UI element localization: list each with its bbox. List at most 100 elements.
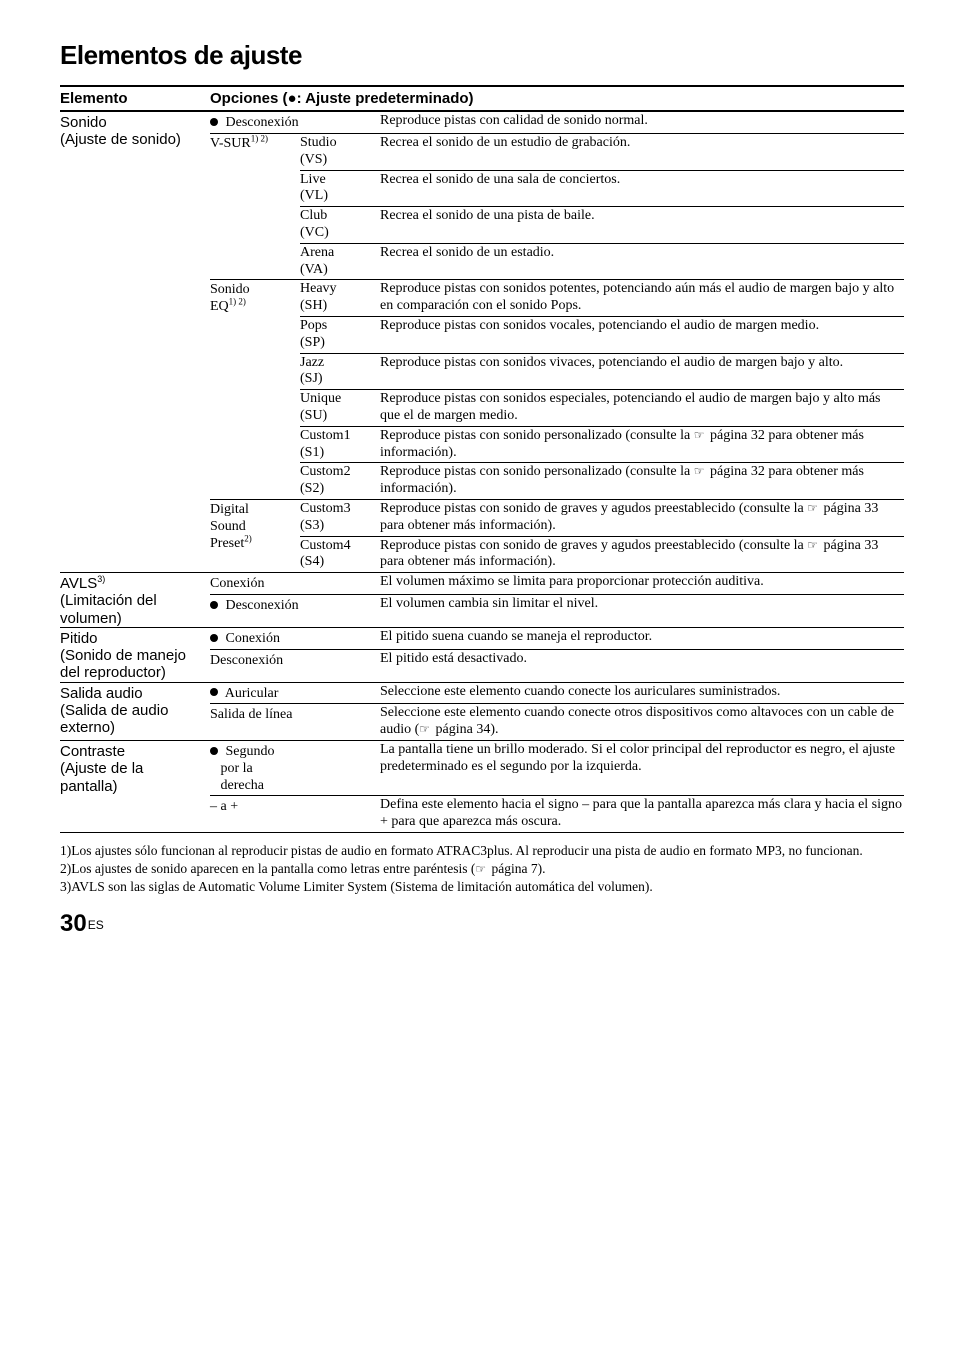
desc-text: Seleccione este elemento cuando conecte … <box>380 684 904 703</box>
desc-text: Defina este elemento hacia el signo – pa… <box>380 797 904 831</box>
page-number: 30ES <box>60 910 904 939</box>
desc-text: Recrea el sonido de una pista de baile. <box>380 208 904 242</box>
desc-pre: Reproduce pistas con sonido personalizad… <box>380 428 694 443</box>
sub-paren: (S3) <box>300 518 324 533</box>
opt-label: Segundo <box>226 744 275 759</box>
desc-text: Reproduce pistas con sonido personalizad… <box>380 464 904 498</box>
sub-paren: (VA) <box>300 262 328 277</box>
label-line: volumen) <box>60 610 122 627</box>
subrow: Custom2 (S2) Reproduce pistas con sonido… <box>300 462 904 499</box>
footnote-pre: 2)Los ajustes de sonido aparecen en la p… <box>60 861 475 876</box>
row: Salida de línea Seleccione este elemento… <box>210 703 904 740</box>
hand-icon <box>807 538 820 553</box>
opt-label: EQ <box>210 299 229 314</box>
subrow: Club (VC) Recrea el sonido de una pista … <box>300 206 904 243</box>
row: Desconexión El volumen cambia sin limita… <box>210 594 904 616</box>
opt-label: Sound <box>210 519 246 534</box>
sup-text: 1) 2) <box>229 297 246 307</box>
subrow: Unique (SU) Reproduce pistas con sonidos… <box>300 389 904 426</box>
row: – a + Defina este elemento hacia el sign… <box>210 795 904 832</box>
elem-label: Pitido (Sonido de manejo del reproductor… <box>60 630 210 682</box>
hand-icon <box>694 428 707 443</box>
sub-paren: (VS) <box>300 152 327 167</box>
opt-label: V-SUR <box>210 136 251 151</box>
opt-label: Conexión <box>226 631 280 646</box>
sub-label: Custom3 <box>300 501 351 516</box>
bullet-icon <box>210 631 222 646</box>
desc-text: Seleccione este elemento cuando conecte … <box>380 705 904 739</box>
label-line: externo) <box>60 719 115 736</box>
desc-text: Reproduce pistas con sonidos especiales,… <box>380 391 904 425</box>
sub-label: Club <box>300 208 327 223</box>
section-avls: AVLS3) (Limitación del volumen) Conexión… <box>60 572 904 627</box>
hand-icon <box>694 464 707 479</box>
desc-text: Reproduce pistas con calidad de sonido n… <box>380 113 904 132</box>
page-title: Elementos de ajuste <box>60 40 904 71</box>
page-lang: ES <box>88 918 104 932</box>
sup-text: 2) <box>244 533 252 543</box>
sub-paren: (SP) <box>300 335 325 350</box>
desc-text: Reproduce pistas con sonido personalizad… <box>380 428 904 462</box>
section-salida: Salida audio (Salida de audio externo) A… <box>60 682 904 740</box>
label-line: del reproductor) <box>60 664 166 681</box>
desc-pre: Reproduce pistas con sonido de graves y … <box>380 538 807 553</box>
elem-label: AVLS3) (Limitación del volumen) <box>60 575 210 627</box>
bullet-icon <box>210 598 222 613</box>
sub-label: Custom2 <box>300 464 351 479</box>
footnote: 2)Los ajustes de sonido aparecen en la p… <box>60 861 904 878</box>
desc-text: El pitido suena cuando se maneja el repr… <box>380 629 904 648</box>
sup-text: 1) 2) <box>251 133 268 143</box>
divider <box>60 832 904 833</box>
section-sonido: Sonido (Ajuste de sonido) Desconexión Re… <box>60 110 904 572</box>
row: Conexión El pitido suena cuando se manej… <box>210 628 904 649</box>
page-num: 30 <box>60 910 87 937</box>
desc-post: página 34). <box>432 722 498 737</box>
opt-label: Conexión <box>210 576 264 591</box>
sub-label: Live <box>300 172 326 187</box>
hand-icon <box>807 501 820 516</box>
desc-pre: Reproduce pistas con sonido personalizad… <box>380 464 694 479</box>
sup-text: 3) <box>97 574 105 584</box>
row: Desconexión El pitido está desactivado. <box>210 649 904 671</box>
desc-text: Reproduce pistas con sonidos vivaces, po… <box>380 355 904 389</box>
hdr-opciones: Opciones (●: Ajuste predeterminado) <box>210 90 904 108</box>
desc-text: El volumen máximo se limita para proporc… <box>380 574 904 593</box>
row-dsp: Digital Sound Preset2) Custom3 (S3) Repr… <box>210 499 904 572</box>
subrow: Heavy (SH) Reproduce pistas con sonidos … <box>300 280 904 316</box>
sub-label: Heavy <box>300 281 337 296</box>
bullet-icon <box>210 115 222 130</box>
label-line: Pitido <box>60 630 98 647</box>
opt-label: Auricular <box>225 686 279 701</box>
opt-label: derecha <box>221 778 265 793</box>
row: Auricular Seleccione este elemento cuand… <box>210 683 904 704</box>
sub-label: Unique <box>300 391 341 406</box>
footnote: 1)Los ajustes sólo funcionan al reproduc… <box>60 843 904 860</box>
section-pitido: Pitido (Sonido de manejo del reproductor… <box>60 627 904 682</box>
desc-text: Reproduce pistas con sonido de graves y … <box>380 501 904 535</box>
row-eq: Sonido EQ1) 2) Heavy (SH) Reproduce pist… <box>210 279 904 499</box>
desc-text: La pantalla tiene un brillo moderado. Si… <box>380 742 904 794</box>
subrow: Arena (VA) Recrea el sonido de un estadi… <box>300 243 904 280</box>
desc-text: Reproduce pistas con sonidos vocales, po… <box>380 318 904 352</box>
subrow: Live (VL) Recrea el sonido de una sala d… <box>300 170 904 207</box>
row-desconexion: Desconexión Reproduce pistas con calidad… <box>210 112 904 133</box>
sub-label: Studio <box>300 135 337 150</box>
opt-label: – a + <box>210 799 238 814</box>
opt-label: Salida de línea <box>210 707 292 722</box>
sub-paren: (VL) <box>300 188 328 203</box>
sub-paren: (SH) <box>300 298 327 313</box>
label-line: Contraste <box>60 743 125 760</box>
opt-label: Desconexión <box>210 653 283 668</box>
subrow: Pops (SP) Reproduce pistas con sonidos v… <box>300 316 904 353</box>
opt-label: Digital <box>210 502 249 517</box>
sub-paren: (SJ) <box>300 371 323 386</box>
label-line: AVLS <box>60 575 97 592</box>
label-line: (Salida de audio <box>60 702 168 719</box>
elem-label: Salida audio (Salida de audio externo) <box>60 685 210 737</box>
footnote: 3)AVLS son las siglas de Automatic Volum… <box>60 879 904 896</box>
row: Segundo por la derecha La pantalla tiene… <box>210 741 904 795</box>
desc-text: El pitido está desactivado. <box>380 651 904 670</box>
sub-label: Jazz <box>300 355 324 370</box>
section-contraste: Contraste (Ajuste de la pantalla) Segund… <box>60 740 904 832</box>
bullet-icon <box>210 686 222 701</box>
